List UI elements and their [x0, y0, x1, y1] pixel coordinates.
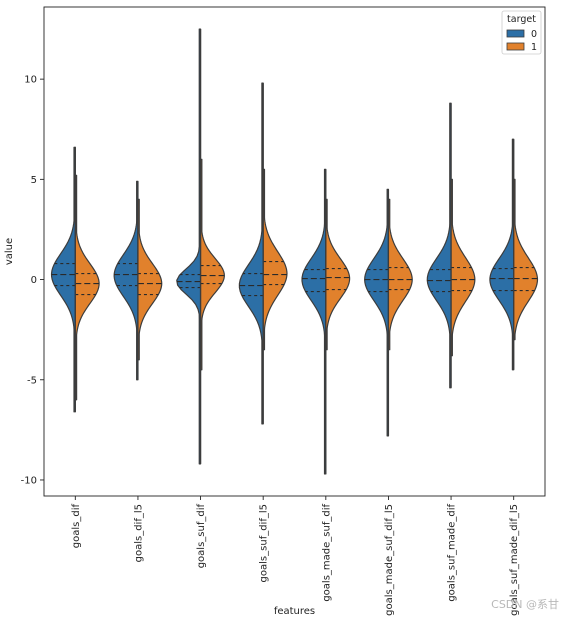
violin-goals_made_suf_dif-target-0: [301, 168, 327, 475]
y-tick-label: -5: [27, 375, 37, 386]
watermark: CSDN @系甘: [491, 598, 559, 611]
x-tick-label: goals_suf_made_dif: [447, 504, 458, 602]
y-tick-label: 10: [24, 75, 37, 86]
violins: [50, 28, 539, 475]
x-tick-label: goals_dif_l5: [133, 504, 144, 562]
violin-goals_dif-target-0: [50, 146, 76, 413]
violin-goals_made_suf_dif_l5-target-1: [387, 198, 413, 351]
y-tick-label: -10: [21, 475, 37, 486]
violin-goals_suf_made_dif-target-1: [450, 178, 476, 357]
quartile-lines: [51, 29, 538, 474]
legend-swatch-1: [506, 42, 525, 51]
violin-goals_dif_l5-target-1: [137, 198, 163, 361]
plot-frame: [43, 6, 546, 497]
y-tick-label: 0: [31, 275, 37, 286]
violin-goals_suf_made_dif_l5-target-1: [513, 178, 539, 341]
x-tick-label: goals_suf_dif_l5: [259, 504, 270, 582]
legend: target 01: [501, 10, 542, 55]
x-tick-label: goals_suf_made_dif_l5: [509, 504, 520, 616]
legend-items: 01: [506, 29, 537, 53]
violin-goals_suf_dif_l5-target-0: [238, 82, 264, 425]
x-tick-label: goals_made_suf_dif: [321, 504, 332, 602]
violin-goals_suf_made_dif-target-0: [426, 102, 452, 389]
x-tick-label: goals_made_suf_dif_l5: [384, 504, 395, 616]
violin-goals_suf_dif-target-0: [176, 28, 202, 465]
violin-goals_dif-target-1: [74, 174, 100, 401]
violin-goals_suf_made_dif_l5-target-0: [489, 138, 515, 371]
y-axis-label: value: [4, 238, 15, 265]
x-tick-label: goals_dif: [71, 504, 82, 549]
legend-swatch-0: [506, 29, 525, 38]
violin-goals_suf_dif-target-1: [199, 158, 225, 371]
x-axis-ticks: goals_dif goals_dif_l5 goals_suf_dif goals_…: [71, 496, 520, 616]
legend-title: target: [507, 14, 536, 25]
violin-goals_suf_dif_l5-target-1: [262, 168, 288, 351]
x-axis-label: features: [274, 606, 315, 617]
violin-goals_made_suf_dif-target-1: [325, 198, 351, 351]
y-axis-ticks: -10 -5 0 5 10: [21, 75, 44, 486]
legend-label-1: 1: [531, 42, 537, 53]
y-tick-label: 5: [31, 175, 37, 186]
violin-goals_dif_l5-target-0: [113, 180, 139, 381]
x-tick-label: goals_suf_dif: [196, 504, 207, 569]
violin-goals_made_suf_dif_l5-target-0: [364, 188, 390, 437]
legend-label-0: 0: [531, 29, 537, 40]
